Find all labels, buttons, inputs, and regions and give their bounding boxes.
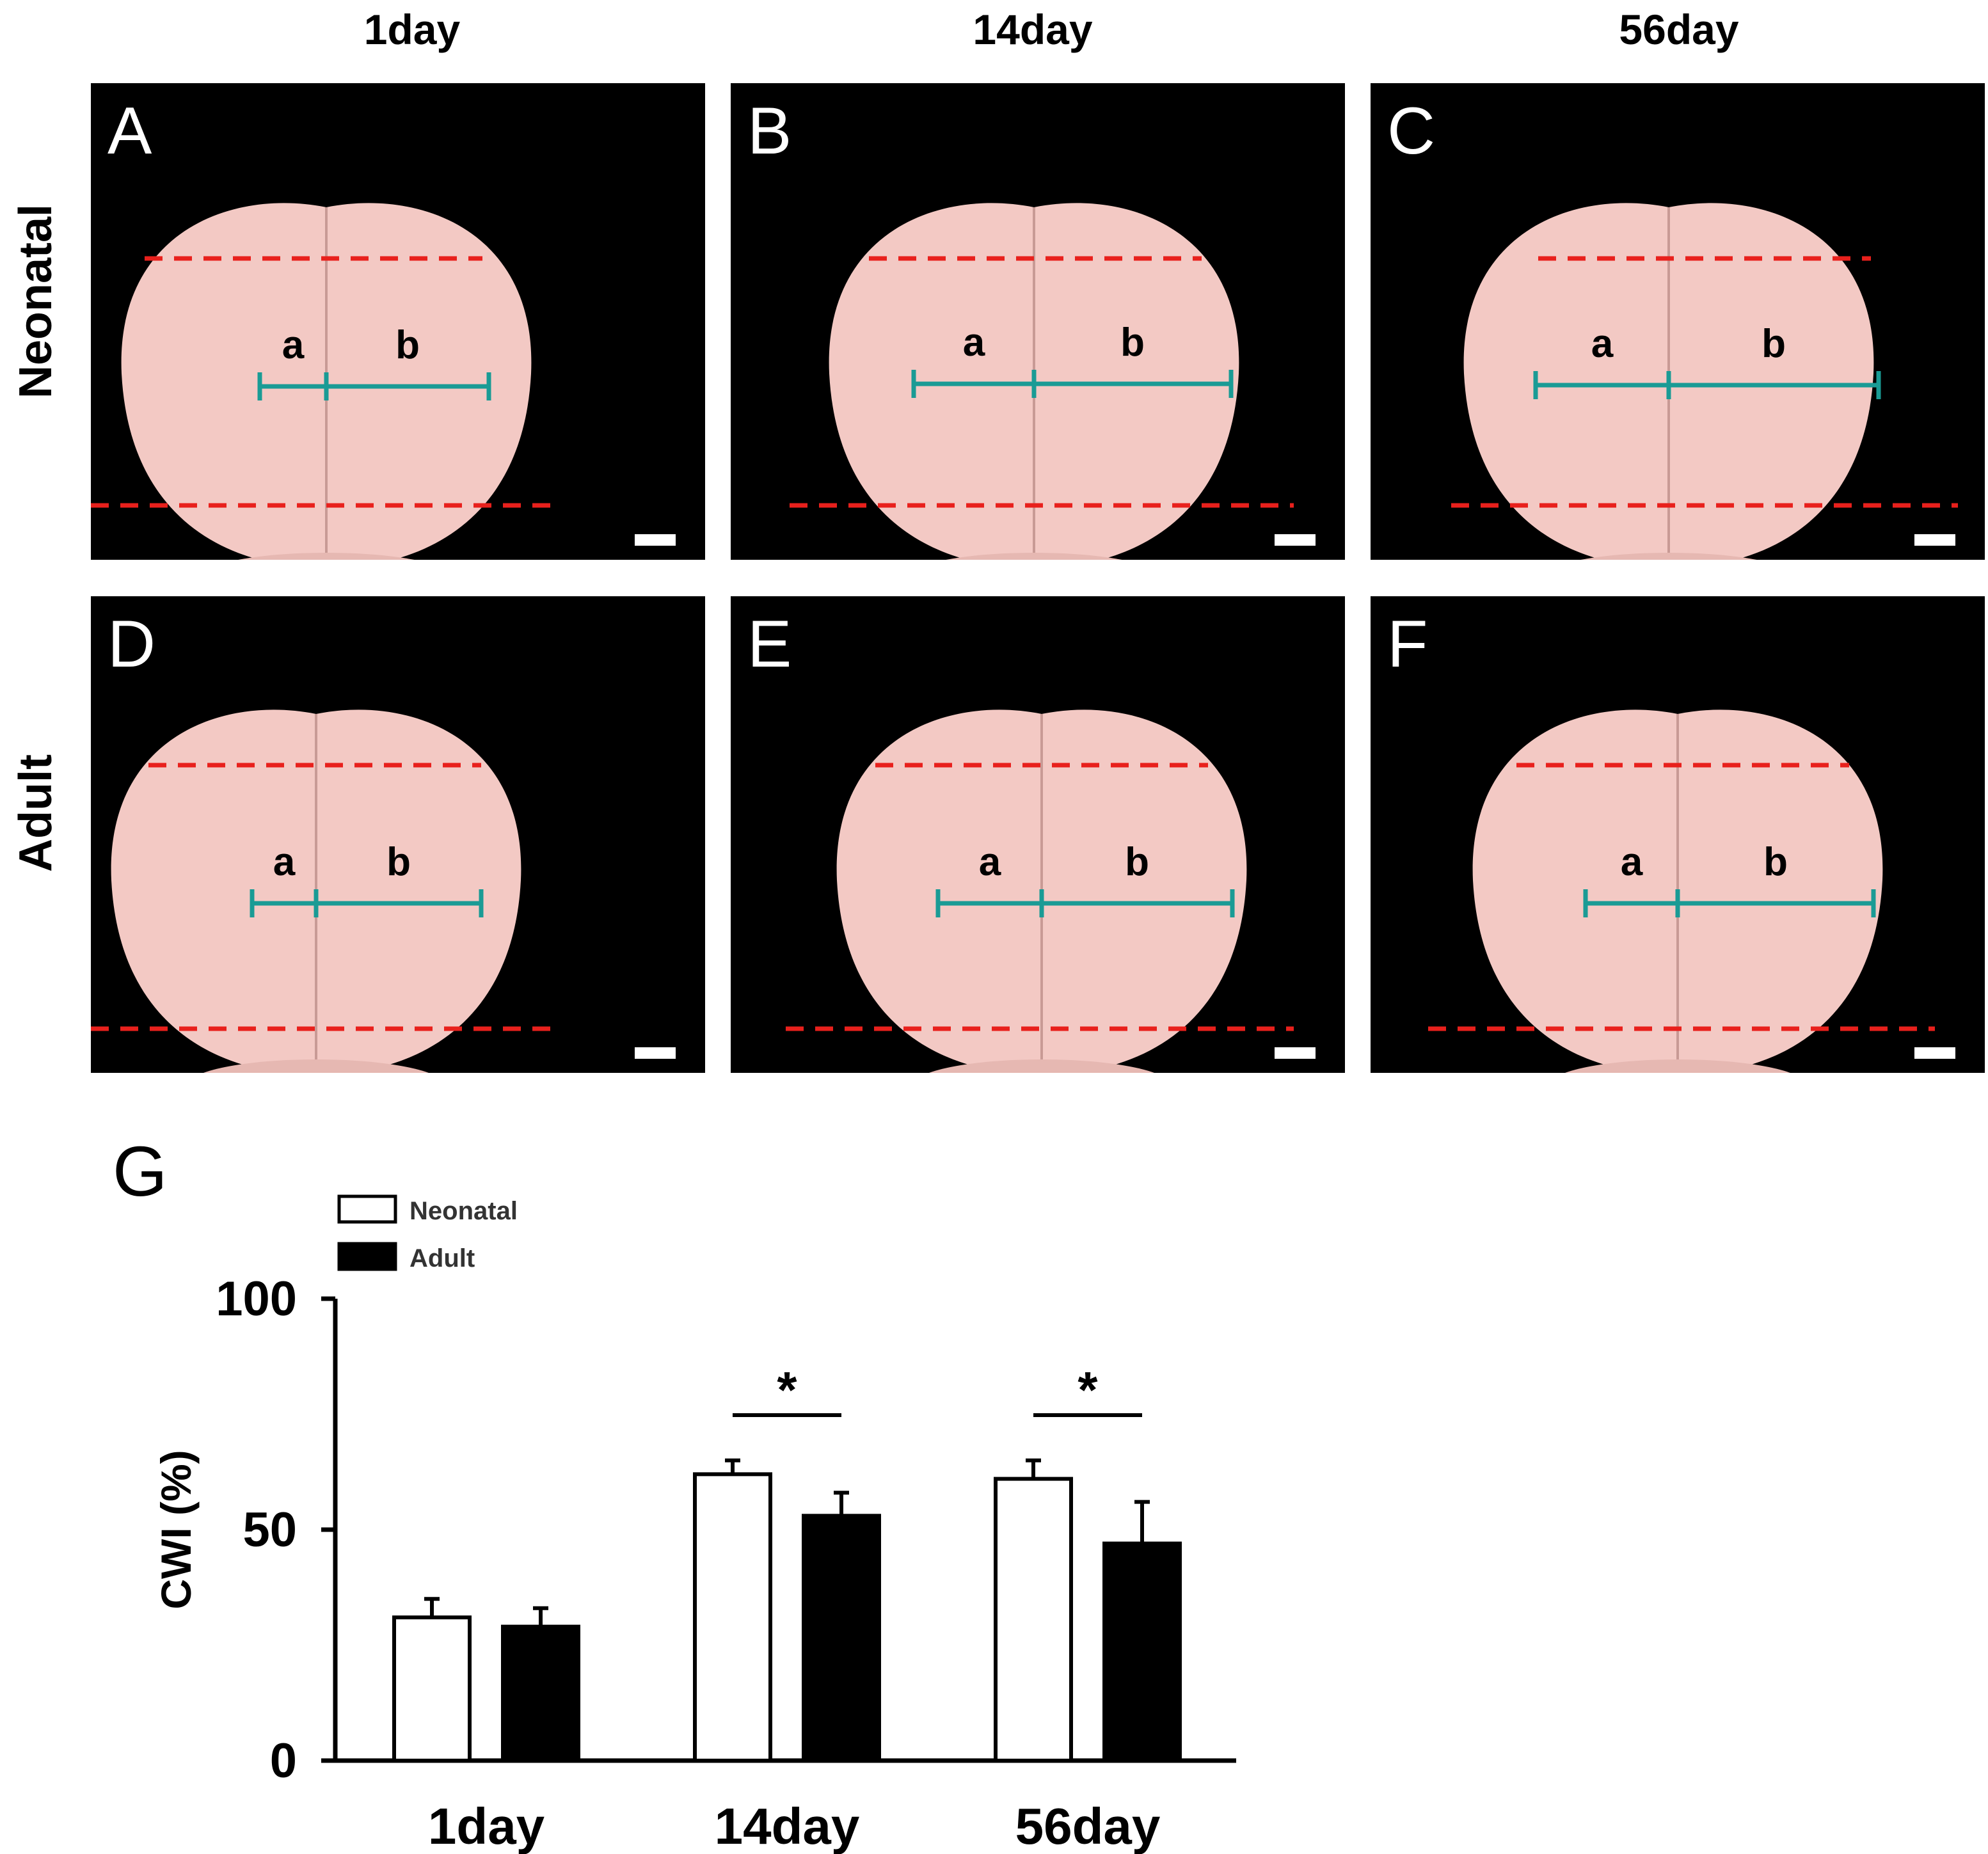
column-header-56day: 56day: [1619, 6, 1739, 53]
panel-letter: D: [107, 607, 156, 681]
segment-label-b: b: [395, 323, 420, 367]
segment-label-a: a: [1591, 322, 1614, 366]
scale-bar: [1914, 1047, 1955, 1059]
brain-illustration: [1428, 709, 1935, 1073]
x-tick-label: 14day: [715, 1798, 860, 1854]
panel-letter-g: G: [113, 1132, 168, 1211]
bar-neonatal-1day: [392, 1615, 472, 1763]
segment-label-a: a: [282, 323, 305, 367]
column-header-14day: 14day: [973, 6, 1093, 53]
segment-label-b: b: [1761, 322, 1786, 366]
width-measurement: [935, 889, 1235, 917]
bar-adult-56day: [1102, 1541, 1182, 1763]
panel-letter: C: [1387, 94, 1436, 168]
bar-adult-1day: [501, 1624, 580, 1763]
y-tick-label: 0: [270, 1734, 297, 1788]
brain-illustration: [790, 203, 1294, 560]
segment-label-a: a: [1620, 840, 1643, 884]
scale-bar: [635, 1047, 676, 1059]
brain-illustration: [1451, 203, 1958, 560]
bar-neonatal-14day: [693, 1472, 772, 1763]
brain-illustration: [91, 709, 558, 1073]
width-measurement: [1533, 371, 1881, 399]
width-measurement: [250, 889, 484, 917]
legend-label-neonatal: Neonatal: [410, 1197, 518, 1225]
y-tick-label: 100: [216, 1272, 297, 1326]
brain-illustration: [91, 203, 558, 560]
width-measurement: [257, 372, 491, 400]
significance-star: *: [777, 1361, 797, 1418]
legend-swatch-adult: [337, 1242, 397, 1271]
width-measurement: [911, 370, 1234, 398]
y-tick-label: 50: [243, 1503, 297, 1557]
y-axis-label: CWI (%): [152, 1450, 200, 1609]
panel-letter: F: [1387, 607, 1428, 681]
panel-letter: A: [107, 94, 152, 168]
brain-illustration: [786, 709, 1294, 1073]
panel-letter: B: [747, 94, 792, 168]
legend-label-adult: Adult: [410, 1244, 475, 1272]
x-tick-label: 56day: [1015, 1798, 1161, 1854]
segment-label-b: b: [1763, 840, 1788, 884]
segment-label-a: a: [962, 321, 985, 365]
scale-bar: [1275, 534, 1316, 546]
width-measurement: [1583, 889, 1876, 917]
column-header-1day: 1day: [363, 6, 461, 53]
segment-label-a: a: [273, 840, 296, 884]
segment-label-a: a: [978, 840, 1001, 884]
scale-bar: [635, 534, 676, 546]
bar-adult-14day: [802, 1514, 881, 1763]
x-tick-label: 1day: [428, 1798, 545, 1854]
significance-star: *: [1077, 1361, 1098, 1418]
scale-bar: [1914, 534, 1955, 546]
segment-label-b: b: [1120, 321, 1145, 365]
panel-letter: E: [747, 607, 792, 681]
segment-label-b: b: [386, 840, 411, 884]
segment-label-b: b: [1125, 840, 1149, 884]
scale-bar: [1275, 1047, 1316, 1059]
bar-neonatal-56day: [994, 1477, 1073, 1763]
legend-swatch-neonatal: [337, 1194, 397, 1224]
